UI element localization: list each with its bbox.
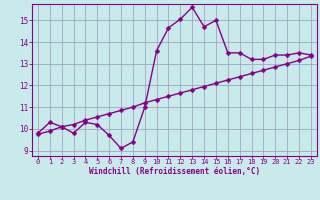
X-axis label: Windchill (Refroidissement éolien,°C): Windchill (Refroidissement éolien,°C) (89, 167, 260, 176)
